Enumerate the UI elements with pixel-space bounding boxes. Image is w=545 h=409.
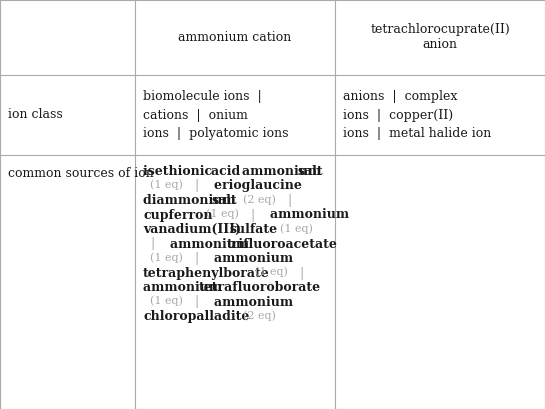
Text: (1 eq): (1 eq)	[199, 209, 239, 219]
Text: ammonium: ammonium	[143, 281, 227, 294]
Text: (1 eq): (1 eq)	[273, 223, 313, 234]
Text: (1 eq): (1 eq)	[143, 180, 183, 190]
Text: |: |	[293, 267, 313, 279]
Text: tetraphenylborate: tetraphenylborate	[143, 267, 270, 279]
Text: diammonium: diammonium	[143, 194, 240, 207]
Text: sulfate: sulfate	[230, 223, 278, 236]
Text: salt: salt	[298, 165, 324, 178]
Text: ion class: ion class	[8, 108, 63, 121]
Text: ammonium: ammonium	[215, 252, 298, 265]
Text: tetrafluoroborate: tetrafluoroborate	[199, 281, 321, 294]
Text: acid: acid	[211, 165, 245, 178]
Text: ammonium: ammonium	[171, 238, 254, 250]
Text: anions  |  complex
ions  |  copper(II)
ions  |  metal halide ion: anions | complex ions | copper(II) ions …	[343, 90, 491, 140]
Text: |: |	[143, 238, 163, 250]
Text: ammonium: ammonium	[270, 209, 354, 222]
Text: (2 eq): (2 eq)	[236, 194, 276, 204]
Text: common sources of ion: common sources of ion	[8, 167, 154, 180]
Text: |: |	[280, 194, 300, 207]
Text: (1 eq): (1 eq)	[143, 252, 183, 263]
Text: (1 eq): (1 eq)	[249, 267, 288, 277]
Text: |: |	[187, 295, 207, 308]
Text: tetrachlorocuprate(II)
anion: tetrachlorocuprate(II) anion	[370, 23, 510, 52]
Text: (2 eq): (2 eq)	[236, 310, 276, 321]
Text: |: |	[243, 209, 263, 222]
Text: (1 eq): (1 eq)	[143, 295, 183, 306]
Text: chloropalladite: chloropalladite	[143, 310, 250, 323]
Text: |: |	[187, 180, 207, 193]
Text: cupferron: cupferron	[143, 209, 213, 222]
Text: erioglaucine: erioglaucine	[215, 180, 307, 193]
Text: trifluoroacetate: trifluoroacetate	[226, 238, 337, 250]
Text: salt: salt	[211, 194, 237, 207]
Text: ammonium: ammonium	[242, 165, 326, 178]
Text: isethionic: isethionic	[143, 165, 216, 178]
Text: biomolecule ions  |
cations  |  onium
ions  |  polyatomic ions: biomolecule ions | cations | onium ions …	[143, 90, 288, 140]
Text: ammonium: ammonium	[215, 295, 298, 308]
Text: vanadium(III): vanadium(III)	[143, 223, 245, 236]
Text: |: |	[187, 252, 207, 265]
Text: ammonium cation: ammonium cation	[178, 31, 292, 44]
